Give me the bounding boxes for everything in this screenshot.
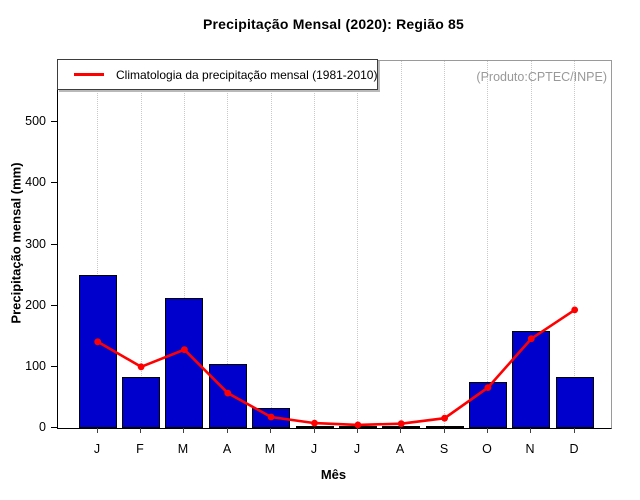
climatology-point-11 (527, 335, 535, 343)
y-tick (51, 121, 57, 122)
climatology-point-5 (267, 413, 275, 421)
y-tick-label: 100 (25, 359, 46, 373)
bar-1-J (78, 275, 117, 428)
x-tick (183, 428, 184, 433)
gridline (487, 61, 489, 428)
x-tick (444, 428, 445, 433)
x-tick-label: J (93, 442, 101, 456)
bar-11-N (512, 331, 551, 428)
climatology-point-6 (311, 419, 318, 427)
x-tick (97, 428, 98, 433)
climatology-line (97, 308, 576, 427)
legend-box: Climatologia da precipitação mensal (198… (57, 59, 378, 90)
x-tick (314, 428, 315, 433)
bar-12-D (555, 377, 594, 428)
y-tick (51, 305, 57, 306)
product-annotation: (Produto:CPTEC/INPE) (476, 70, 607, 84)
x-tick-label: O (482, 442, 492, 456)
gridline (227, 61, 229, 428)
gridline (270, 61, 272, 428)
x-tick-label: M (177, 442, 189, 456)
y-tick (51, 244, 57, 245)
climatology-line-layer (94, 306, 579, 429)
gridline (140, 61, 142, 428)
x-tick (400, 428, 401, 433)
x-axis-title: Mês (320, 467, 347, 482)
gridline (400, 61, 402, 428)
y-tick (51, 366, 57, 367)
x-tick (140, 428, 141, 433)
x-tick-label: F (136, 442, 144, 456)
gridline (357, 61, 359, 428)
climatology-point-10 (484, 384, 492, 391)
x-tick (227, 428, 228, 433)
y-tick-label: 500 (25, 114, 46, 128)
y-tick-label: 0 (39, 420, 46, 434)
x-tick (487, 428, 488, 433)
bar-4-A (208, 364, 247, 428)
climatology-point-8 (397, 420, 405, 428)
y-tick (51, 182, 57, 183)
x-tick (357, 428, 358, 433)
climatology-point-3 (181, 346, 188, 354)
plot-area: Climatologia da precipitação mensal (198… (57, 59, 612, 429)
x-tick-label: A (395, 442, 405, 456)
gridline (97, 61, 99, 428)
chart-title: Precipitação Mensal (2020): Região 85 (202, 16, 465, 32)
legend-label: Climatologia da precipitação mensal (198… (116, 67, 378, 82)
x-tick-label: N (525, 442, 535, 456)
climatology-point-4 (224, 389, 232, 397)
x-tick-label: J (310, 442, 318, 456)
legend-line-icon (74, 73, 104, 76)
gridline (530, 61, 532, 428)
climatology-point-7 (354, 421, 362, 429)
gridline (183, 61, 185, 428)
climatology-point-12 (571, 306, 579, 314)
gridline (574, 61, 576, 428)
x-tick (270, 428, 271, 433)
x-tick-label: D (569, 442, 579, 456)
x-tick-label: A (222, 442, 232, 456)
y-tick-label: 300 (25, 237, 46, 251)
x-tick-label: S (439, 442, 449, 456)
x-tick-label: J (353, 442, 361, 456)
bar-9-S (425, 425, 464, 428)
y-tick-label: 200 (25, 298, 46, 312)
climatology-point-2 (137, 363, 145, 371)
gridline (314, 61, 315, 428)
y-tick-label: 400 (25, 175, 46, 189)
bar-2-F (122, 376, 161, 428)
climatology-point-9 (441, 414, 448, 422)
gridline (444, 61, 446, 428)
x-tick (530, 428, 531, 433)
y-tick (51, 427, 57, 428)
x-tick-label: M (264, 442, 276, 456)
x-tick (574, 428, 575, 433)
climatology-point-1 (94, 338, 102, 346)
